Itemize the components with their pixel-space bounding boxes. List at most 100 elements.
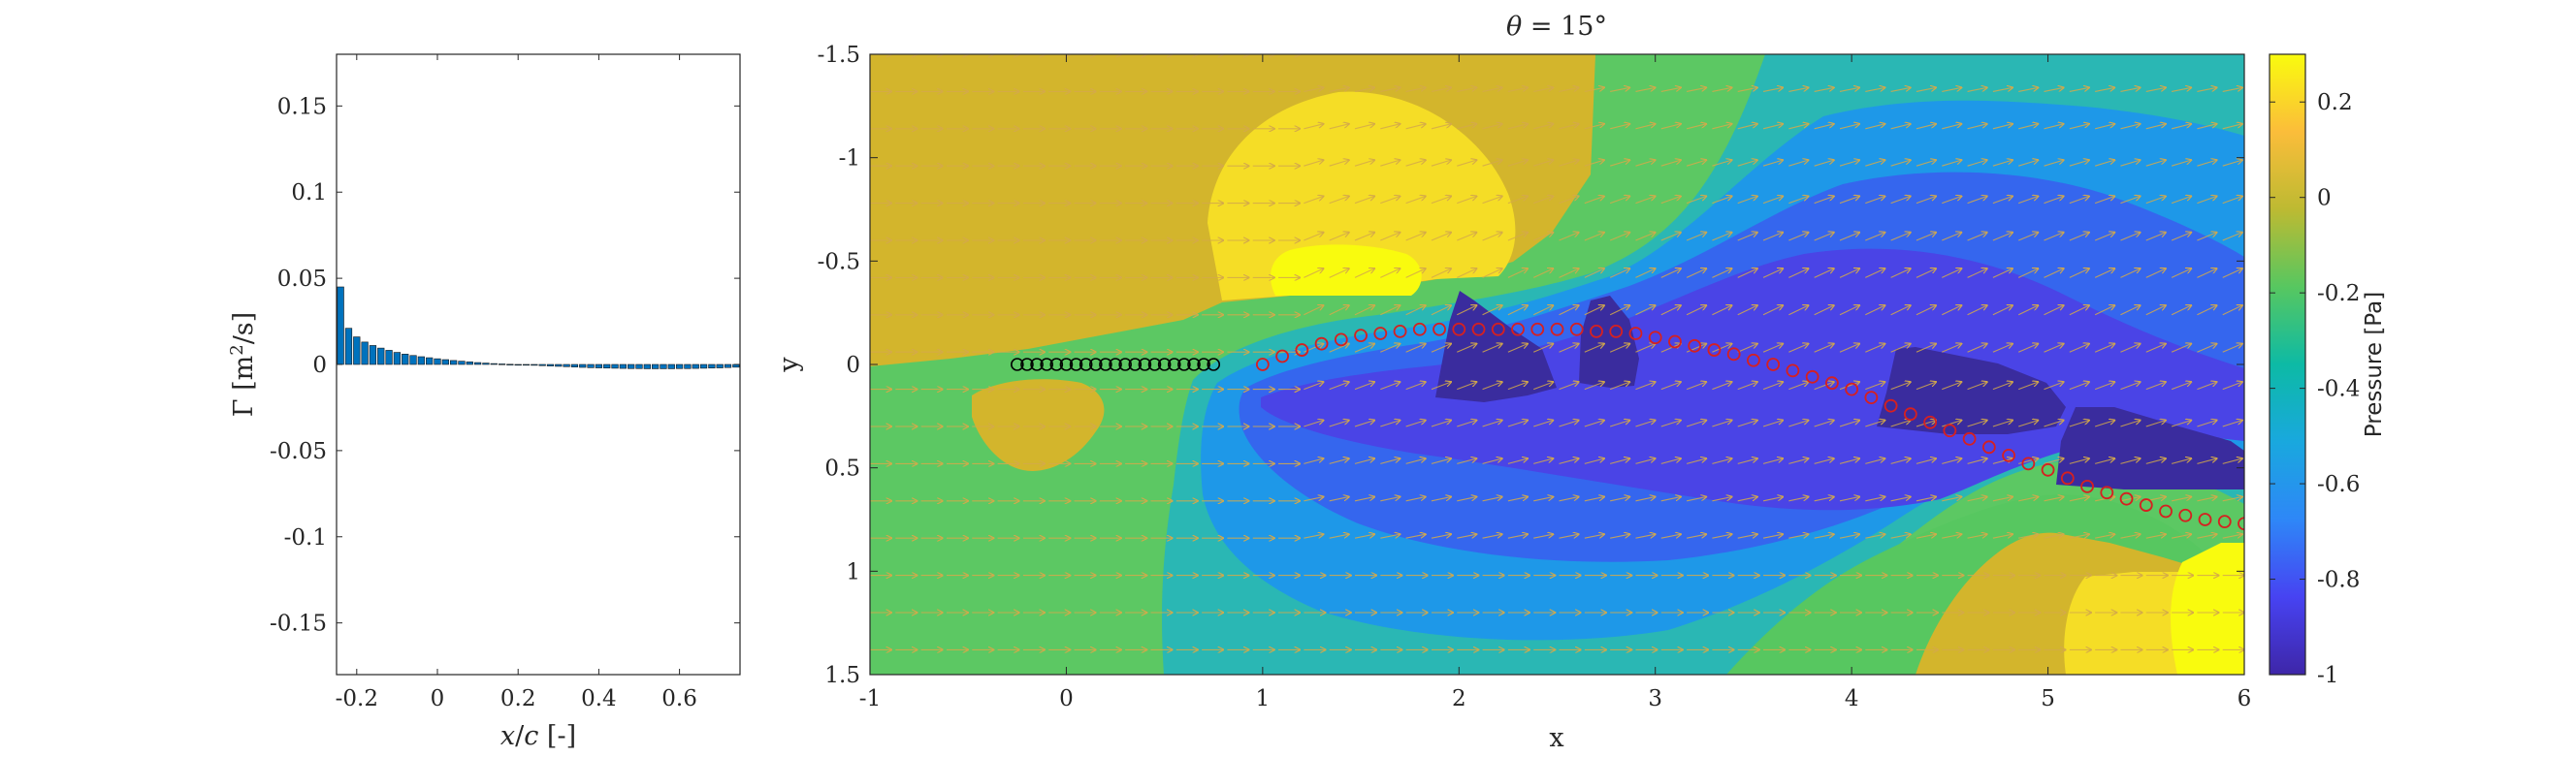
velocity-arrow xyxy=(1788,497,1808,502)
velocity-arrow xyxy=(2094,233,2114,241)
velocity-arrow xyxy=(1788,124,1808,130)
velocity-arrow xyxy=(1635,196,1655,205)
velocity-arrow xyxy=(2145,124,2166,130)
velocity-arrow xyxy=(1482,382,1502,391)
velocity-arrow xyxy=(2222,382,2242,391)
plate-marker xyxy=(1020,358,1034,371)
velocity-arrow xyxy=(1865,421,1884,427)
velocity-arrow xyxy=(2095,534,2114,539)
velocity-arrow xyxy=(1354,458,1374,464)
wake-marker xyxy=(1903,407,1917,422)
velocity-arrow xyxy=(1482,497,1502,502)
velocity-arrow xyxy=(1839,196,1859,205)
velocity-arrow xyxy=(1712,268,1731,278)
velocity-arrow xyxy=(1890,497,1911,502)
velocity-arrow xyxy=(1712,124,1731,130)
velocity-arrow xyxy=(2145,233,2166,241)
velocity-arrow xyxy=(2145,87,2166,92)
velocity-arrow xyxy=(1354,382,1374,391)
velocity-arrow xyxy=(2044,268,2064,278)
gamma-bar xyxy=(385,350,393,365)
velocity-arrow xyxy=(2120,160,2140,167)
velocity-arrow xyxy=(1967,458,1987,464)
contour-lower-left-high xyxy=(972,379,1105,471)
velocity-arrow xyxy=(1686,196,1706,205)
velocity-arrow xyxy=(1457,305,1476,316)
gamma-bar xyxy=(522,363,531,366)
velocity-arrow xyxy=(1942,233,1961,241)
wake-marker xyxy=(1433,322,1446,336)
velocity-arrow xyxy=(2120,382,2140,391)
velocity-arrow xyxy=(1457,382,1476,391)
velocity-arrow xyxy=(2145,534,2166,539)
velocity-arrow xyxy=(1635,305,1655,316)
colorbar-tick-label: -1 xyxy=(2317,663,2338,688)
velocity-arrow xyxy=(1329,458,1349,464)
velocity-arrow xyxy=(1482,196,1502,205)
velocity-arrow xyxy=(1533,497,1553,502)
velocity-arrow xyxy=(1609,421,1629,427)
velocity-arrow xyxy=(2095,458,2114,464)
velocity-arrow xyxy=(1431,124,1451,130)
velocity-arrow xyxy=(2094,268,2114,278)
velocity-arrow xyxy=(1635,233,1655,241)
velocity-arrow xyxy=(1660,87,1681,92)
wake-marker xyxy=(1688,338,1702,353)
gamma-bar xyxy=(692,363,699,369)
velocity-arrow xyxy=(1916,534,1936,539)
plate-marker xyxy=(1118,358,1132,371)
wake-marker xyxy=(1962,431,1977,446)
velocity-arrow xyxy=(1431,421,1451,427)
velocity-arrow xyxy=(2094,344,2114,353)
velocity-arrow xyxy=(1942,160,1961,167)
velocity-arrow xyxy=(2120,87,2140,92)
velocity-arrow xyxy=(1865,344,1884,353)
velocity-arrow xyxy=(1890,233,1911,241)
velocity-arrow xyxy=(1354,268,1374,278)
plate-marker xyxy=(1030,358,1044,371)
velocity-arrow xyxy=(1967,87,1987,92)
velocity-arrow xyxy=(1559,344,1579,353)
velocity-arrow xyxy=(1992,268,2012,278)
velocity-quiver xyxy=(870,54,2244,649)
velocity-arrow xyxy=(1610,124,1629,130)
velocity-arrow xyxy=(1635,421,1655,427)
velocity-arrow xyxy=(1507,344,1528,353)
wake-markers xyxy=(1255,322,2244,531)
velocity-arrow xyxy=(1865,160,1884,167)
velocity-arrow xyxy=(1737,458,1757,464)
velocity-arrow xyxy=(1942,497,1961,502)
gamma-bar xyxy=(603,363,611,369)
velocity-arrow xyxy=(1737,196,1757,205)
gamma-bar xyxy=(563,363,570,367)
velocity-arrow xyxy=(1890,124,1911,130)
velocity-arrow xyxy=(1635,534,1655,539)
velocity-arrow xyxy=(1992,305,2012,316)
velocity-arrow xyxy=(1304,421,1323,427)
wake-marker xyxy=(1452,322,1466,336)
velocity-arrow xyxy=(1559,421,1579,427)
velocity-arrow xyxy=(1660,458,1681,464)
velocity-arrow xyxy=(2222,344,2242,353)
gamma-ytick-label: -0.1 xyxy=(284,525,327,551)
velocity-arrow xyxy=(1380,124,1400,130)
wake-marker xyxy=(1923,415,1938,429)
velocity-arrow xyxy=(2222,268,2242,278)
velocity-arrow xyxy=(1405,344,1426,353)
velocity-arrow xyxy=(1916,124,1936,130)
velocity-arrow xyxy=(1329,160,1349,167)
velocity-arrow xyxy=(1457,497,1476,502)
velocity-arrow xyxy=(1762,305,1783,316)
gamma-bar xyxy=(579,363,587,368)
velocity-arrow xyxy=(2171,344,2191,353)
velocity-arrow xyxy=(1916,196,1936,205)
velocity-arrow xyxy=(1839,382,1859,391)
gamma-bar xyxy=(434,358,441,365)
velocity-arrow xyxy=(1814,421,1834,427)
wake-marker xyxy=(1805,369,1819,384)
wake-marker xyxy=(2178,508,2193,522)
velocity-arrow xyxy=(1507,160,1528,167)
velocity-arrow xyxy=(1482,421,1502,427)
plate-marker xyxy=(1167,358,1181,371)
contour-vortex-2 xyxy=(1579,296,1639,388)
